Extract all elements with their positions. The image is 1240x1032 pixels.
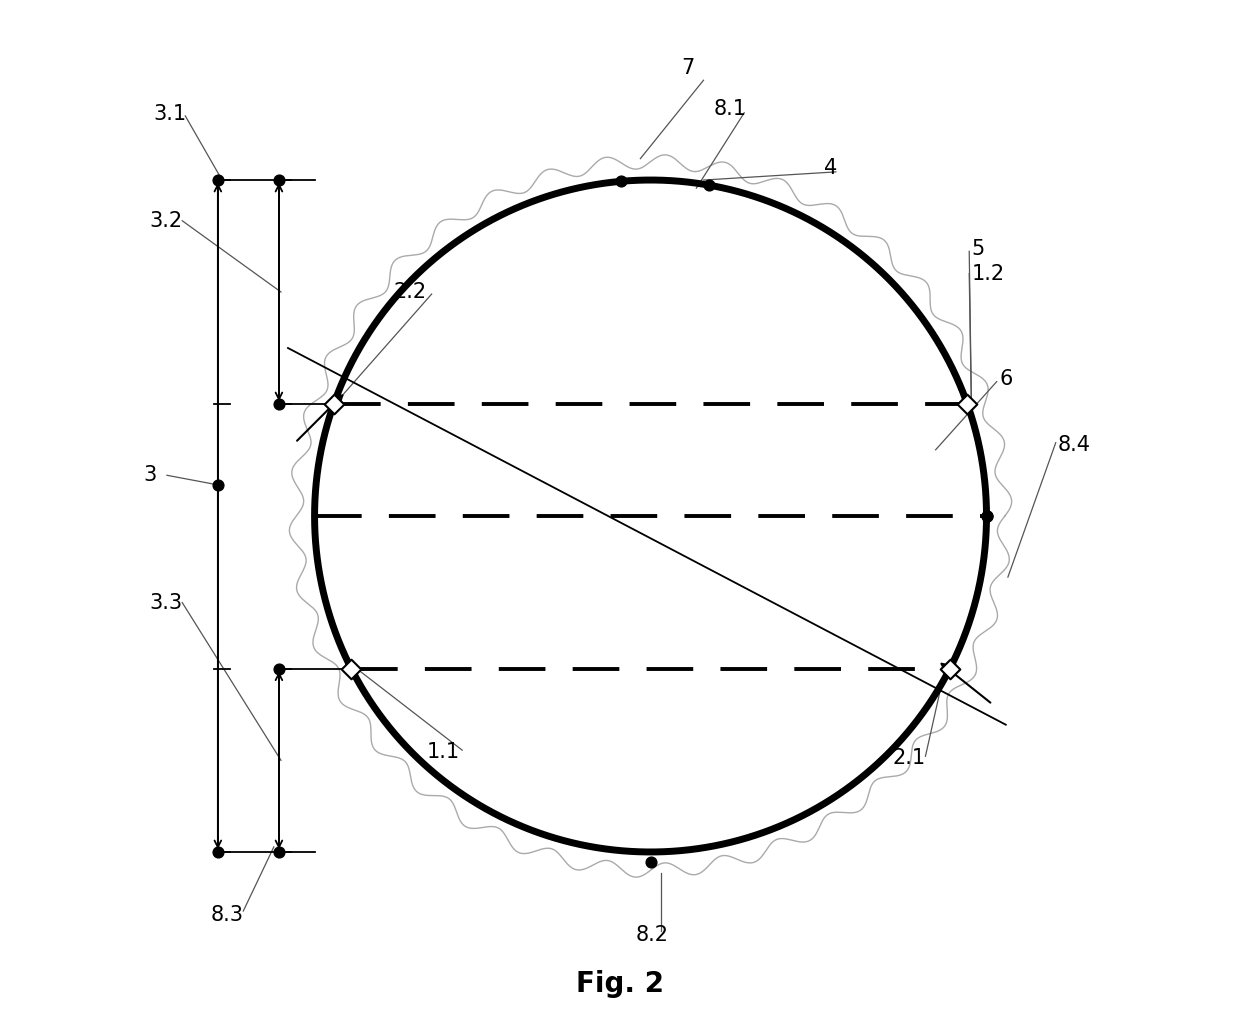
Text: 7: 7 [681, 58, 694, 78]
Text: 1.1: 1.1 [427, 742, 460, 763]
Text: 5: 5 [971, 239, 985, 259]
Text: 3.1: 3.1 [154, 104, 187, 124]
Point [977, 508, 997, 524]
Point [957, 395, 977, 412]
Point [940, 660, 960, 677]
Text: 6: 6 [999, 368, 1013, 389]
Text: Fig. 2: Fig. 2 [577, 970, 663, 998]
Point [341, 660, 361, 677]
Point [269, 660, 289, 677]
Text: 3.2: 3.2 [150, 211, 182, 231]
Point [208, 171, 228, 188]
Text: 1.2: 1.2 [971, 264, 1004, 284]
Text: 8.1: 8.1 [714, 99, 746, 119]
Point [269, 171, 289, 188]
Text: 8.4: 8.4 [1058, 434, 1091, 455]
Text: 2.1: 2.1 [893, 748, 926, 768]
Text: 3: 3 [144, 465, 156, 485]
Point [957, 395, 977, 412]
Point [269, 395, 289, 412]
Text: 8.2: 8.2 [635, 926, 668, 945]
Text: 2.2: 2.2 [394, 282, 427, 302]
Point [324, 395, 343, 412]
Point [208, 477, 228, 493]
Text: 8.3: 8.3 [211, 905, 244, 925]
Point [977, 508, 997, 524]
Point [324, 395, 343, 412]
Point [208, 844, 228, 861]
Point [699, 176, 719, 193]
Text: 3.3: 3.3 [150, 592, 182, 613]
Point [940, 660, 960, 677]
Text: 4: 4 [823, 158, 837, 178]
Point [269, 844, 289, 861]
Point [611, 173, 631, 190]
Point [341, 660, 361, 677]
Point [641, 853, 661, 870]
